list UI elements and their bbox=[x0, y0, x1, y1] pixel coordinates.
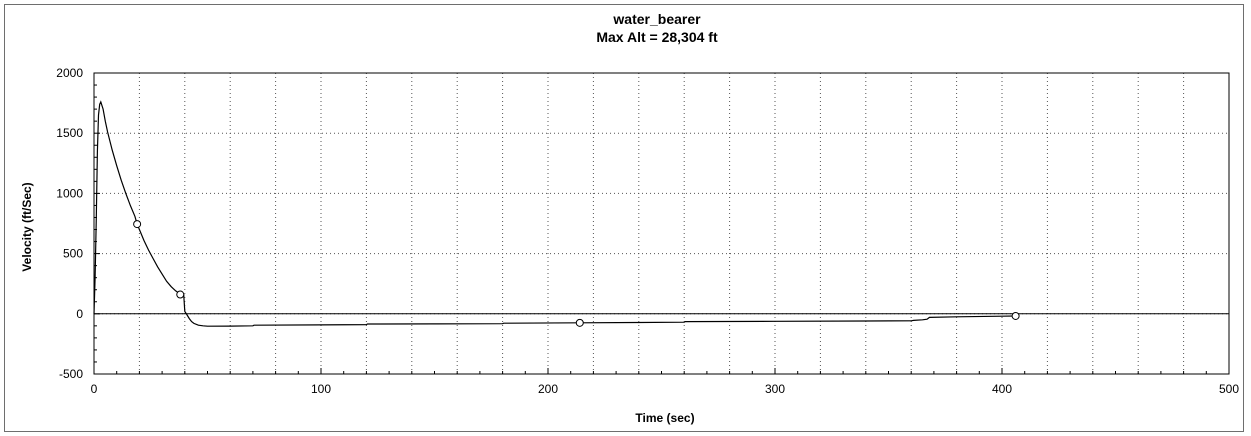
event-marker bbox=[575, 318, 584, 327]
event-marker bbox=[176, 290, 185, 299]
velocity-line bbox=[93, 100, 1016, 327]
velocity-chart: water_bearer Max Alt = 28,304 ft 0 100 200… bbox=[20, 11, 1240, 425]
chart-frame: water_bearer Max Alt = 28,304 ft 0 100 200… bbox=[4, 4, 1244, 432]
x-tick-label: 200 bbox=[538, 382, 558, 396]
minor-ticks bbox=[93, 72, 1230, 375]
y-tick-label: 1000 bbox=[56, 186, 83, 200]
markers-layer bbox=[133, 220, 1020, 327]
grid bbox=[94, 73, 1229, 374]
y-tick-label: -500 bbox=[59, 367, 83, 381]
chart-title: water_bearer bbox=[612, 11, 701, 27]
y-tick-label: 1500 bbox=[56, 126, 83, 140]
y-tick-label: 2000 bbox=[56, 66, 83, 80]
chart-subtitle: Max Alt = 28,304 ft bbox=[596, 29, 718, 45]
y-axis-label: Velocity (ft/Sec) bbox=[20, 182, 34, 271]
y-tick-labels: -500 0 500 1000 1500 2000 bbox=[56, 66, 83, 381]
x-tick-labels: 0 100 200 300 400 500 bbox=[91, 382, 1240, 396]
event-marker bbox=[1011, 311, 1020, 320]
x-axis-label: Time (sec) bbox=[635, 411, 694, 425]
x-tick-label: 0 bbox=[91, 382, 98, 396]
x-tick-label: 300 bbox=[765, 382, 785, 396]
event-marker bbox=[133, 220, 142, 229]
y-tick-label: 0 bbox=[76, 307, 83, 321]
x-tick-label: 400 bbox=[992, 382, 1012, 396]
y-tick-label: 500 bbox=[63, 247, 83, 261]
x-tick-label: 500 bbox=[1219, 382, 1239, 396]
x-tick-label: 100 bbox=[311, 382, 331, 396]
series-layer bbox=[93, 100, 1016, 327]
plot-area bbox=[93, 72, 1230, 375]
